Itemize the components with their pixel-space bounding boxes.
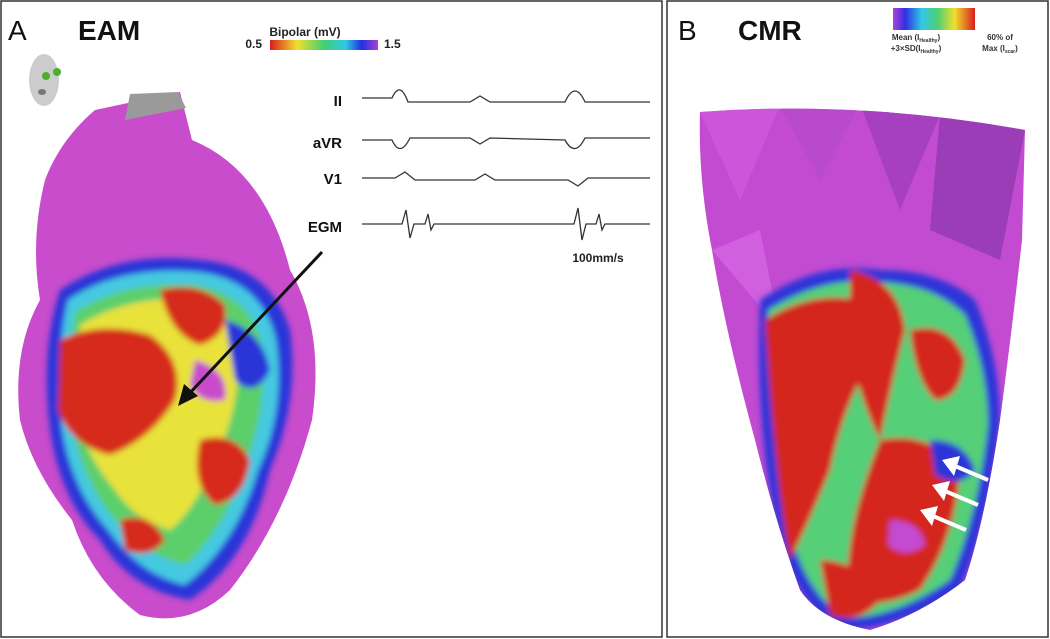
cmr-map bbox=[699, 108, 1025, 631]
trace-label: II bbox=[334, 93, 342, 110]
eam-map bbox=[18, 92, 316, 619]
arrow-head bbox=[178, 384, 198, 406]
panel-label: A bbox=[8, 15, 27, 46]
trace-label: V1 bbox=[324, 171, 342, 188]
trace-label: aVR bbox=[313, 135, 342, 152]
colorbar-high-label: 60% of bbox=[987, 33, 1013, 42]
colorbar-max: 1.5 bbox=[384, 37, 401, 51]
colorbar-low-label: +3×SD(IHealthy) bbox=[891, 44, 942, 55]
colorbar-high-label: Max (Iscar) bbox=[982, 44, 1018, 55]
panel-title: EAM bbox=[78, 15, 140, 46]
colorbar-title: Bipolar (mV) bbox=[269, 25, 340, 39]
speed-label: 100mm/s bbox=[572, 251, 624, 265]
colorbar bbox=[270, 40, 378, 50]
panel-title: CMR bbox=[738, 15, 802, 46]
trace-label: EGM bbox=[308, 219, 342, 236]
panel-label: B bbox=[678, 15, 697, 46]
orientation-icon bbox=[29, 54, 61, 106]
arrow bbox=[186, 250, 324, 397]
ecg-traces: II aVR V1 EGM 100mm/s bbox=[308, 89, 650, 265]
colorbar-min: 0.5 bbox=[245, 37, 262, 51]
colorbar-low-label: Mean (IHealthy) bbox=[892, 33, 941, 44]
white-arrows bbox=[920, 456, 989, 532]
colorbar bbox=[893, 8, 975, 30]
